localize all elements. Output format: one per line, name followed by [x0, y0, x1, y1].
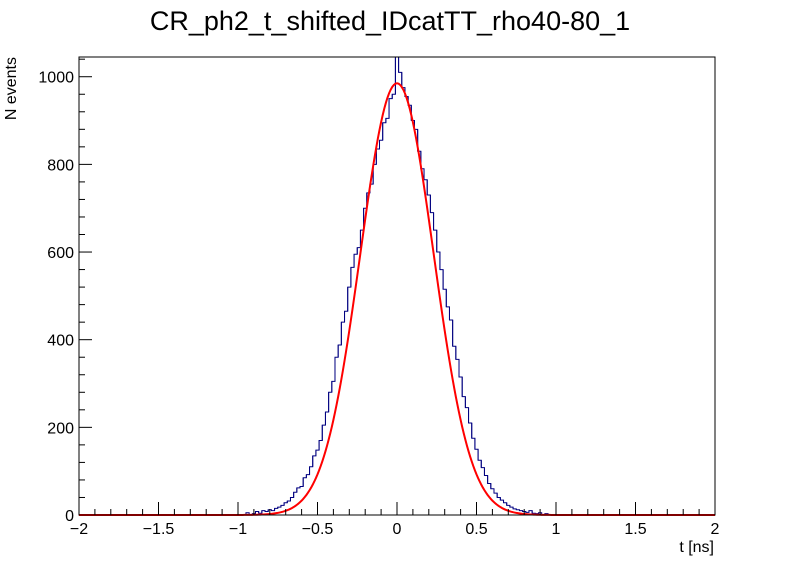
x-tick-label: −1.5	[143, 521, 175, 538]
x-tick-label: 2	[711, 521, 720, 538]
chart-title: CR_ph2_t_shifted_IDcatTT_rho40-80_1	[150, 6, 630, 36]
x-tick-label: 1	[552, 521, 561, 538]
gaussian-fit-line	[79, 82, 715, 516]
plot-frame	[78, 56, 716, 516]
x-tick-label: 0.5	[465, 521, 487, 538]
histogram-bin	[531, 510, 536, 514]
x-tick-label: −0.5	[302, 521, 334, 538]
x-axis-label: t [ns]	[679, 539, 714, 556]
axes: −2 −1.5 −1 −0.5 0 0.5 1 1.5 2 0 200 400 600 800 1000	[38, 56, 720, 538]
y-tick-label: 0	[65, 508, 74, 525]
y-tick-label: 200	[47, 420, 74, 437]
plot-area	[79, 56, 715, 516]
histogram-series	[245, 56, 549, 515]
y-tick-label: 400	[47, 333, 74, 350]
y-axis-label: N events	[3, 57, 20, 120]
y-tick-label: 800	[47, 157, 74, 174]
y-tick-label: 600	[47, 245, 74, 262]
y-tick-label: 1000	[38, 70, 74, 87]
x-tick-label: −1	[229, 521, 247, 538]
x-tick-label: 0	[393, 521, 402, 538]
x-tick-label: 1.5	[624, 521, 646, 538]
x-tick-label: −2	[70, 521, 88, 538]
